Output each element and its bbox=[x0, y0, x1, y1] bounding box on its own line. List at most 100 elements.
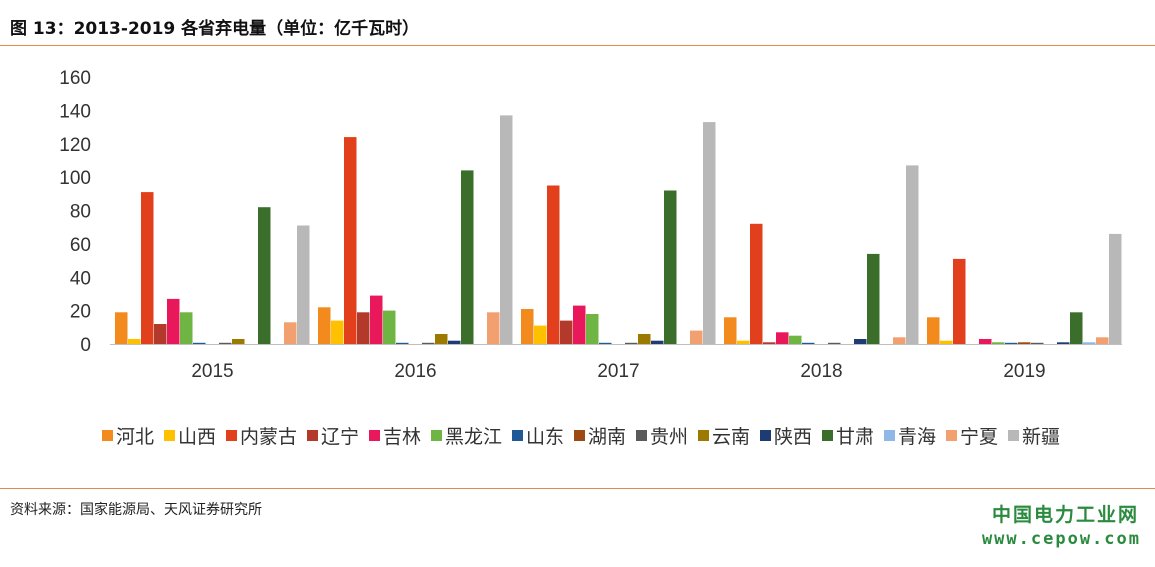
source-note: 资料来源：国家能源局、天风证券研究所 bbox=[10, 502, 262, 518]
legend-label-辽宁: 辽宁 bbox=[321, 426, 359, 448]
x-tick-label: 2019 bbox=[1003, 361, 1045, 382]
legend-label-吉林: 吉林 bbox=[383, 426, 421, 448]
bar-黑龙江-2015 bbox=[180, 312, 193, 344]
bar-陕西-2017 bbox=[651, 340, 664, 344]
bar-黑龙江-2018 bbox=[789, 335, 802, 344]
y-tick-label: 20 bbox=[70, 302, 91, 323]
bar-贵州-2018-baseline bbox=[828, 342, 841, 344]
legend-label-甘肃: 甘肃 bbox=[836, 426, 874, 448]
bar-新疆-2016 bbox=[500, 115, 513, 345]
bar-内蒙古-2015 bbox=[141, 192, 154, 344]
bar-河北-2015 bbox=[115, 312, 128, 344]
bar-山东-2019-baseline bbox=[1005, 342, 1018, 344]
legend-label-湖南: 湖南 bbox=[588, 426, 626, 448]
legend-swatch-青海 bbox=[884, 430, 895, 441]
legend-label-云南: 云南 bbox=[712, 426, 750, 448]
y-tick-label: 120 bbox=[59, 135, 91, 156]
bar-山东-2018-baseline bbox=[802, 342, 815, 344]
legend-swatch-贵州 bbox=[636, 430, 647, 441]
legend-label-陕西: 陕西 bbox=[774, 426, 812, 448]
watermark-url: www.cepow.com bbox=[981, 529, 1141, 549]
bars bbox=[115, 115, 1122, 345]
y-tick-label: 160 bbox=[59, 68, 91, 89]
bar-内蒙古-2019 bbox=[953, 258, 966, 344]
legend-label-山东: 山东 bbox=[526, 426, 564, 448]
bar-黑龙江-2019 bbox=[992, 342, 1005, 344]
bar-甘肃-2016 bbox=[461, 170, 474, 344]
bar-云南-2016 bbox=[435, 334, 448, 344]
bar-山西-2015 bbox=[128, 339, 141, 344]
legend-swatch-甘肃 bbox=[822, 430, 833, 441]
page-title: 图 13：2013-2019 各省弃电量（单位：亿千瓦时） bbox=[10, 19, 420, 39]
legend-swatch-山东 bbox=[512, 430, 523, 441]
bar-内蒙古-2016 bbox=[344, 137, 357, 344]
bar-吉林-2016 bbox=[370, 295, 383, 344]
bar-宁夏-2019 bbox=[1096, 337, 1109, 344]
legend: 河北 山西 内蒙古 辽宁 吉林 黑龙江 山东 湖南 贵州 云南 陕西 甘肃 青海 宁夏 新疆 bbox=[102, 426, 1060, 448]
legend-swatch-辽宁 bbox=[307, 430, 318, 441]
bar-山西-2016 bbox=[331, 320, 344, 344]
bar-河北-2019 bbox=[927, 317, 940, 344]
bar-内蒙古-2017 bbox=[547, 185, 560, 344]
legend-swatch-湖南 bbox=[574, 430, 585, 441]
footer-divider bbox=[0, 488, 1155, 489]
bar-云南-2017 bbox=[638, 334, 651, 344]
y-tick-label: 60 bbox=[70, 235, 91, 256]
y-tick-label: 140 bbox=[59, 101, 91, 122]
x-tick-label: 2018 bbox=[800, 361, 842, 382]
legend-swatch-新疆 bbox=[1008, 430, 1019, 441]
bar-黑龙江-2017 bbox=[586, 314, 599, 344]
bar-甘肃-2017 bbox=[664, 190, 677, 344]
legend-label-内蒙古: 内蒙古 bbox=[240, 426, 297, 448]
bar-新疆-2018 bbox=[906, 165, 919, 344]
x-tick-label: 2015 bbox=[191, 361, 233, 382]
legend-swatch-云南 bbox=[698, 430, 709, 441]
x-tick-label: 2017 bbox=[597, 361, 639, 382]
legend-label-山西: 山西 bbox=[178, 426, 216, 448]
bar-新疆-2019 bbox=[1109, 233, 1122, 344]
legend-swatch-陕西 bbox=[760, 430, 771, 441]
bar-贵州-2015-baseline bbox=[219, 342, 232, 344]
bar-吉林-2019 bbox=[979, 339, 992, 344]
legend-label-河北: 河北 bbox=[116, 426, 154, 448]
bar-甘肃-2019 bbox=[1070, 312, 1083, 344]
bar-甘肃-2018 bbox=[867, 253, 880, 344]
bar-贵州-2017-baseline bbox=[625, 342, 638, 344]
bar-黑龙江-2016 bbox=[383, 310, 396, 344]
legend-label-新疆: 新疆 bbox=[1022, 426, 1060, 448]
y-axis: 0 20 40 60 80 100 120 140 160 bbox=[59, 68, 91, 356]
bar-宁夏-2015 bbox=[284, 322, 297, 344]
bar-吉林-2017 bbox=[573, 305, 586, 344]
x-tick-label: 2016 bbox=[394, 361, 436, 382]
bar-辽宁-2016 bbox=[357, 312, 370, 344]
legend-swatch-黑龙江 bbox=[431, 430, 442, 441]
header-divider bbox=[0, 45, 1155, 46]
watermark-logo-text: 中国电力工业网 bbox=[991, 504, 1139, 526]
bar-吉林-2015 bbox=[167, 298, 180, 344]
x-axis: 2015 2016 2017 2018 2019 bbox=[110, 344, 1122, 382]
bar-宁夏-2017 bbox=[690, 330, 703, 344]
bar-吉林-2018 bbox=[776, 332, 789, 344]
legend-swatch-山西 bbox=[164, 430, 175, 441]
bar-山西-2018 bbox=[737, 340, 750, 344]
legend-label-贵州: 贵州 bbox=[650, 426, 688, 448]
legend-swatch-宁夏 bbox=[946, 430, 957, 441]
bar-内蒙古-2018 bbox=[750, 223, 763, 344]
bar-辽宁-2018 bbox=[763, 342, 776, 344]
y-tick-label: 80 bbox=[70, 202, 91, 223]
legend-swatch-吉林 bbox=[369, 430, 380, 441]
bar-陕西-2019 bbox=[1057, 342, 1070, 344]
legend-label-青海: 青海 bbox=[898, 426, 936, 448]
bar-湖南-2019 bbox=[1018, 342, 1031, 344]
legend-swatch-河北 bbox=[102, 430, 113, 441]
bar-新疆-2015 bbox=[297, 225, 310, 344]
bar-陕西-2016 bbox=[448, 340, 461, 344]
bar-山东-2016-baseline bbox=[396, 342, 409, 344]
bar-青海-2019 bbox=[1083, 342, 1096, 344]
bar-贵州-2016-baseline bbox=[422, 342, 435, 344]
bar-河北-2017 bbox=[521, 309, 534, 344]
bar-甘肃-2015 bbox=[258, 207, 271, 344]
legend-swatch-内蒙古 bbox=[226, 430, 237, 441]
legend-label-黑龙江: 黑龙江 bbox=[445, 426, 502, 448]
